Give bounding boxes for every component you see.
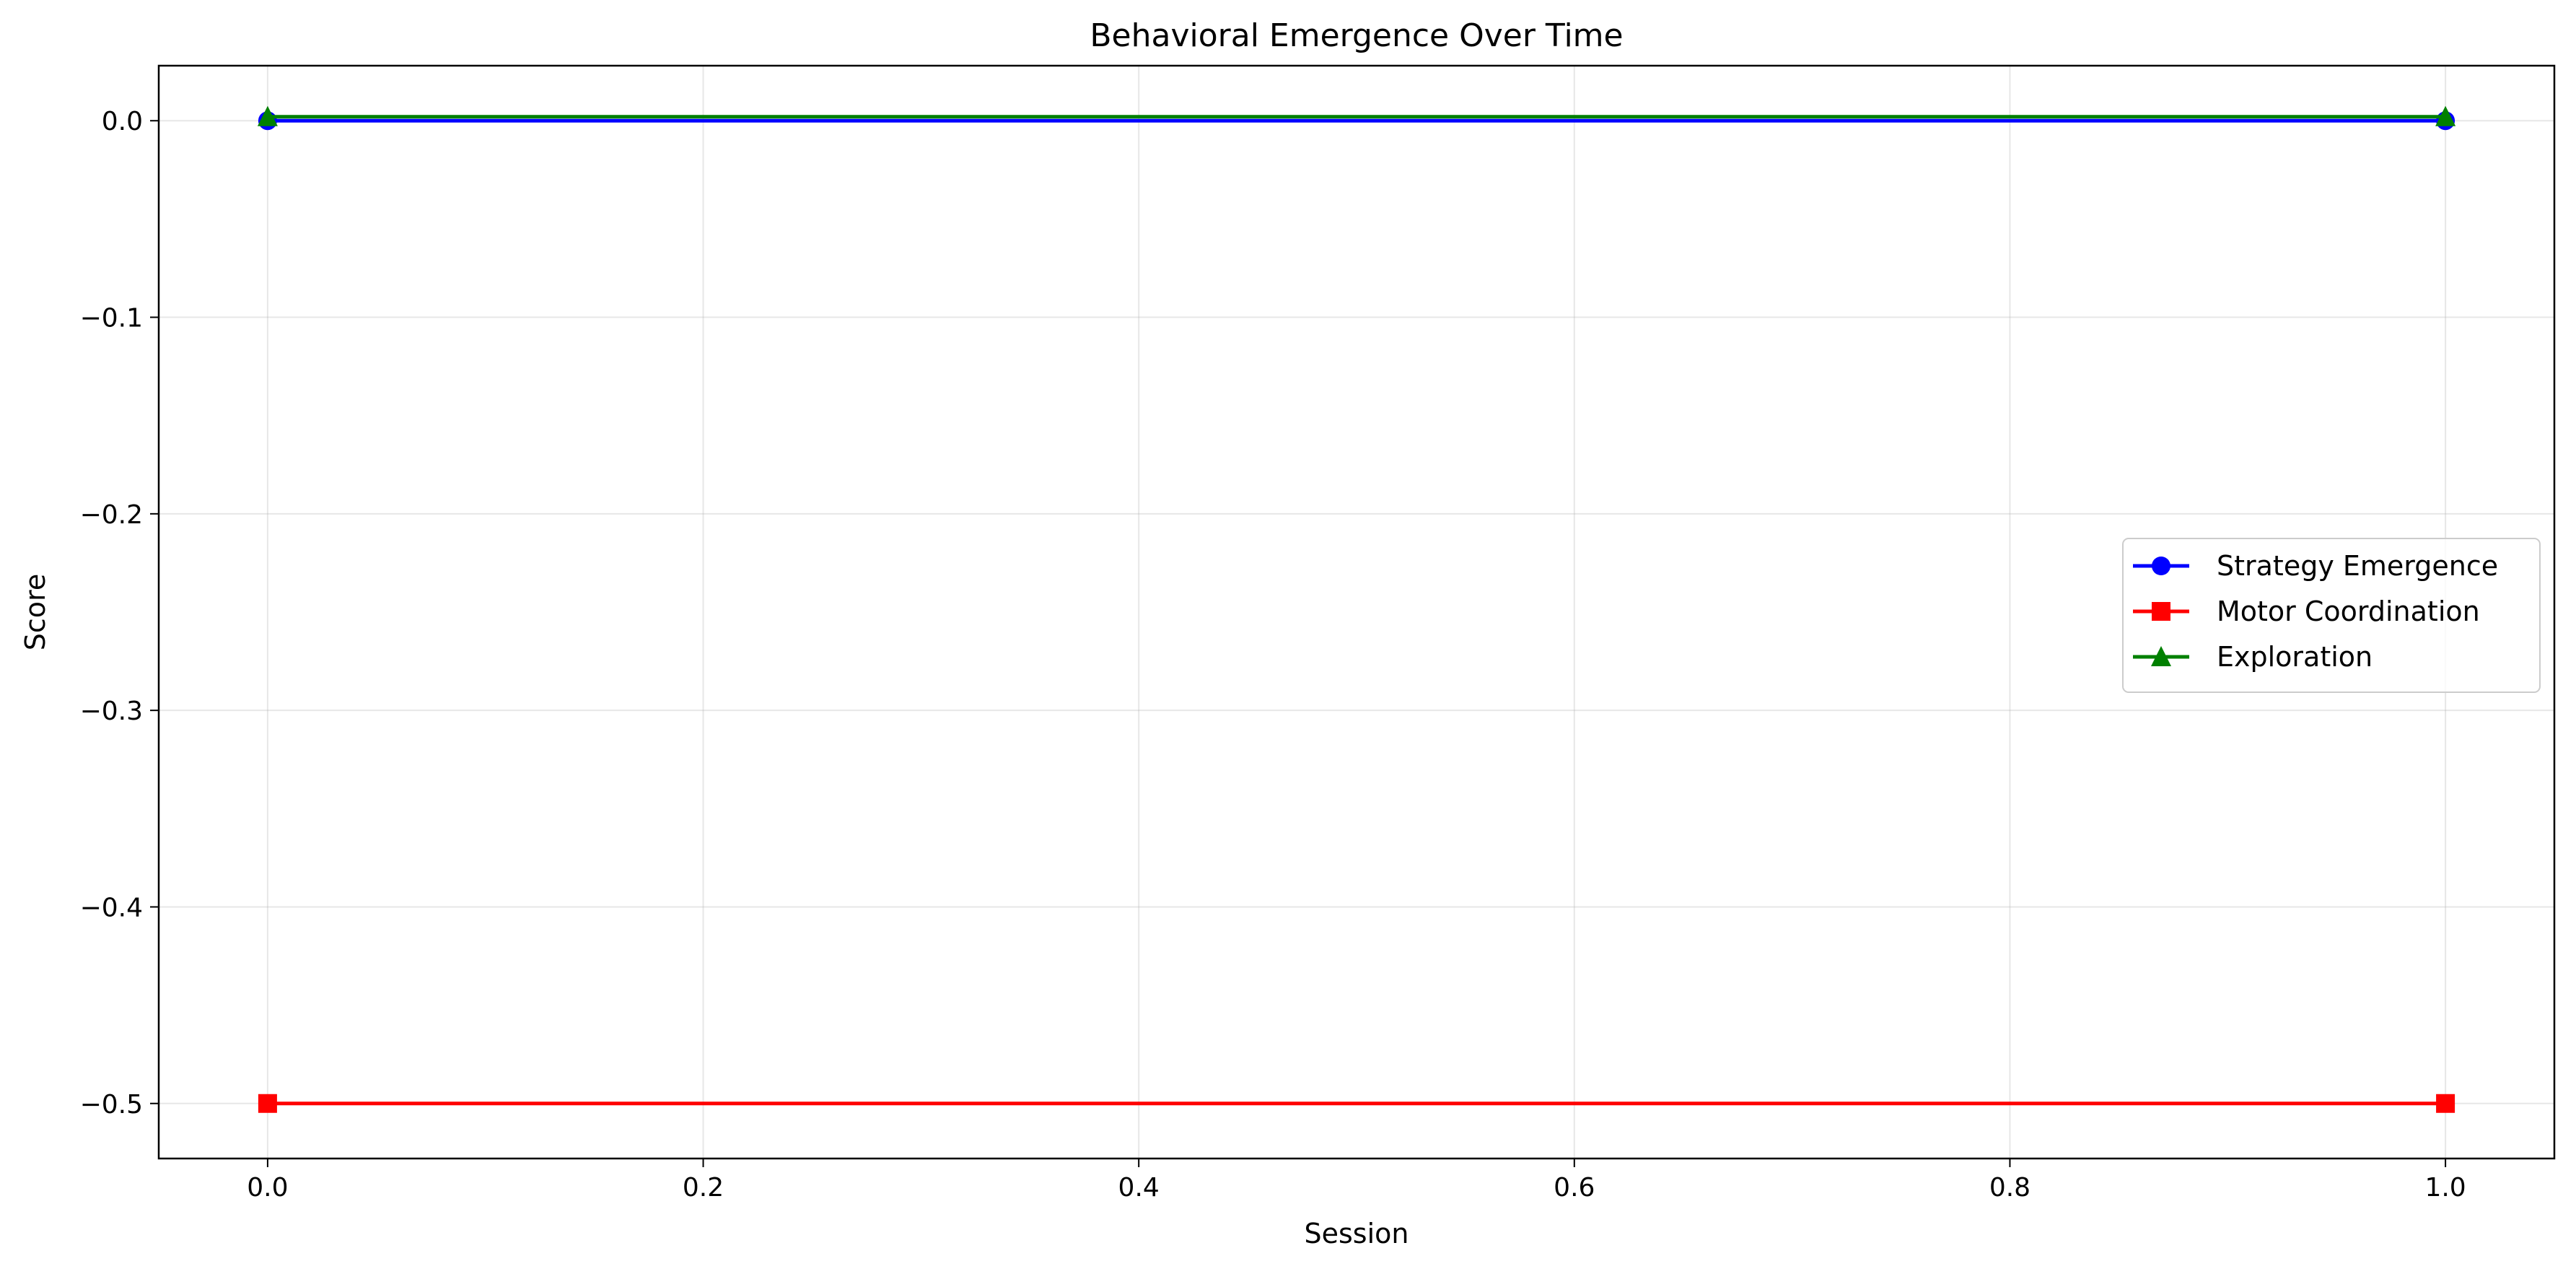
x-axis-label: Session	[1305, 1218, 1409, 1249]
y-tick-label: −0.1	[80, 304, 143, 333]
x-tick-label: 1.0	[2424, 1173, 2466, 1203]
y-tick-label: −0.2	[80, 500, 143, 530]
chart-title: Behavioral Emergence Over Time	[1090, 17, 1623, 54]
exploration-point	[257, 105, 278, 126]
motor-coordination-point	[258, 1094, 277, 1113]
x-tick-label: 0.4	[1118, 1173, 1160, 1203]
y-axis-label: Score	[19, 574, 51, 650]
series-layer	[257, 105, 2456, 1113]
motor-coordination-point	[2436, 1094, 2455, 1113]
x-tick-label: 0.0	[247, 1173, 288, 1203]
legend-marker	[2152, 602, 2170, 621]
series-motor-coordination	[258, 1094, 2455, 1113]
y-tick-label: −0.5	[80, 1090, 143, 1120]
exploration-point	[2435, 105, 2456, 126]
legend-label: Exploration	[2217, 641, 2373, 673]
legend-marker	[2151, 646, 2171, 666]
x-tick-label: 0.8	[1989, 1173, 2030, 1203]
x-tick-label: 0.2	[683, 1173, 724, 1203]
y-tick-label: −0.3	[80, 697, 143, 726]
y-tick-label: 0.0	[102, 107, 143, 136]
legend-entry-strategy-emergence: Strategy Emergence	[2133, 550, 2498, 582]
axis-ticks: 0.0 0.2 0.4 0.6 0.8 1.0 0.0 −0.1 −0.2 −0.3 −0.4 −0.…	[80, 107, 2466, 1203]
legend-label: Strategy Emergence	[2217, 550, 2498, 582]
legend-frame	[2122, 538, 2541, 693]
y-tick-label: −0.4	[80, 893, 143, 922]
legend: Strategy Emergence Motor Coordination Expl…	[2122, 538, 2541, 693]
series-exploration	[257, 105, 2456, 126]
legend-marker	[2152, 557, 2170, 575]
plot-frame	[157, 64, 2556, 1160]
legend-entry-motor-coordination: Motor Coordination	[2133, 595, 2480, 627]
x-tick-label: 0.6	[1554, 1173, 1595, 1203]
legend-entry-exploration: Exploration	[2133, 641, 2373, 673]
legend-label: Motor Coordination	[2217, 595, 2480, 627]
